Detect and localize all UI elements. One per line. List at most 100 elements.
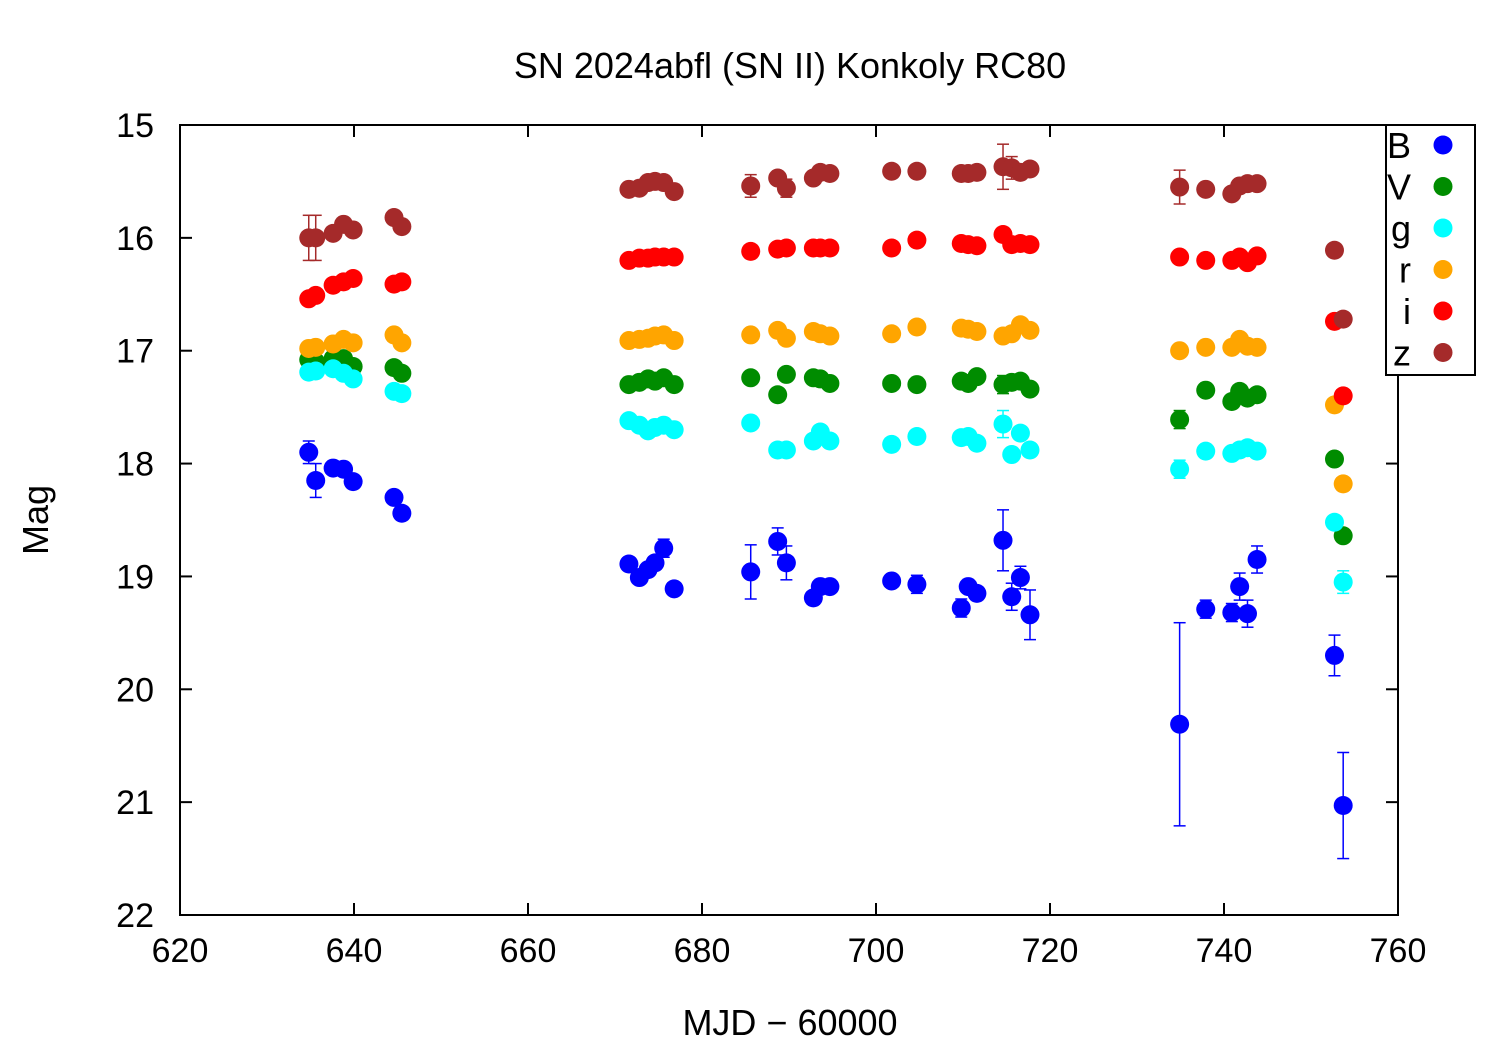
- data-point-V: [776, 364, 796, 384]
- x-tick-label: 660: [500, 932, 557, 970]
- data-point-V: [1324, 449, 1344, 469]
- data-points: [299, 143, 1353, 860]
- data-point-r: [1333, 474, 1353, 494]
- data-point-B: [1324, 645, 1344, 665]
- data-point-V: [1333, 526, 1353, 546]
- series-z: [299, 143, 1353, 329]
- x-tick-label: 620: [152, 932, 209, 970]
- data-point-z: [820, 164, 840, 184]
- data-point-g: [1170, 459, 1190, 479]
- data-point-z: [741, 176, 761, 196]
- series-g: [299, 359, 1353, 595]
- data-point-B: [1222, 603, 1242, 623]
- data-point-i: [776, 238, 796, 258]
- series-r: [299, 315, 1353, 494]
- data-point-V: [392, 363, 412, 383]
- data-point-B: [343, 472, 363, 492]
- plot-frame: [179, 124, 1399, 916]
- data-point-z: [1247, 174, 1267, 194]
- data-point-r: [664, 331, 684, 351]
- data-point-g: [306, 361, 326, 381]
- data-point-r: [306, 337, 326, 357]
- data-point-r: [1196, 337, 1216, 357]
- data-point-B: [882, 571, 902, 591]
- data-point-z: [967, 162, 987, 182]
- data-point-V: [967, 367, 987, 387]
- y-tick-label: 20: [116, 671, 154, 709]
- data-point-r: [1170, 341, 1190, 361]
- data-point-g: [741, 413, 761, 433]
- data-point-B: [1020, 605, 1040, 625]
- y-tick-label: 17: [116, 333, 154, 371]
- data-point-r: [1247, 337, 1267, 357]
- data-point-i: [392, 272, 412, 292]
- legend-marker-r: [1433, 260, 1453, 279]
- data-point-V: [1170, 410, 1190, 430]
- data-point-i: [343, 268, 363, 288]
- data-point-V: [820, 373, 840, 393]
- data-point-g: [820, 431, 840, 451]
- data-point-B: [1237, 604, 1257, 624]
- series-B: [299, 440, 1353, 860]
- data-point-g: [392, 384, 412, 404]
- data-point-z: [1333, 309, 1353, 329]
- legend-box: [1385, 124, 1476, 376]
- data-point-g: [1324, 512, 1344, 532]
- data-point-z: [306, 228, 326, 248]
- x-tick-label: 740: [1196, 932, 1253, 970]
- series-i: [299, 224, 1353, 406]
- legend-label-V: V: [1387, 167, 1411, 208]
- legend-label-g: g: [1391, 208, 1411, 249]
- data-point-g: [664, 420, 684, 440]
- data-point-g: [1010, 423, 1030, 443]
- data-point-i: [1333, 386, 1353, 406]
- data-point-g: [1333, 572, 1353, 592]
- data-point-B: [664, 579, 684, 599]
- data-point-B: [1230, 577, 1250, 597]
- data-point-B: [820, 577, 840, 597]
- data-point-B: [619, 554, 639, 574]
- x-tick-label: 680: [674, 932, 731, 970]
- data-point-B: [967, 583, 987, 603]
- data-point-B: [1247, 550, 1267, 569]
- data-point-r: [343, 333, 363, 353]
- data-point-r: [1020, 320, 1040, 340]
- data-point-i: [306, 285, 326, 305]
- data-point-B: [384, 487, 404, 507]
- legend-marker-g: [1433, 218, 1453, 238]
- axis-ticks: 620 640 660 680 700 720 740 760 15 16 17 18 19 20 21 22: [116, 107, 1426, 970]
- data-point-V: [907, 375, 927, 395]
- data-point-V: [1247, 385, 1267, 405]
- data-point-V: [1020, 379, 1040, 399]
- data-point-B: [1002, 587, 1022, 607]
- data-point-i: [741, 241, 761, 261]
- data-point-B: [654, 538, 674, 558]
- x-tick-label: 760: [1370, 932, 1427, 970]
- data-point-i: [1020, 235, 1040, 255]
- data-point-B: [776, 553, 796, 573]
- data-point-z: [776, 178, 796, 198]
- y-tick-label: 18: [116, 446, 154, 484]
- data-point-V: [664, 375, 684, 395]
- data-point-z: [343, 220, 363, 240]
- data-point-i: [907, 230, 927, 250]
- data-point-g: [1020, 440, 1040, 460]
- data-point-i: [1247, 246, 1267, 266]
- x-tick-label: 700: [848, 932, 905, 970]
- data-point-z: [392, 217, 412, 237]
- data-point-B: [1010, 568, 1030, 588]
- data-point-B: [1196, 599, 1216, 619]
- data-point-g: [907, 426, 927, 446]
- data-point-r: [776, 328, 796, 348]
- data-point-B: [951, 598, 971, 618]
- data-point-i: [664, 247, 684, 267]
- data-point-i: [1170, 247, 1190, 267]
- legend-label-B: B: [1387, 125, 1411, 166]
- data-point-g: [967, 433, 987, 453]
- data-point-i: [967, 236, 987, 256]
- data-point-g: [993, 414, 1013, 434]
- legend-label-i: i: [1403, 291, 1411, 332]
- data-point-r: [882, 324, 902, 344]
